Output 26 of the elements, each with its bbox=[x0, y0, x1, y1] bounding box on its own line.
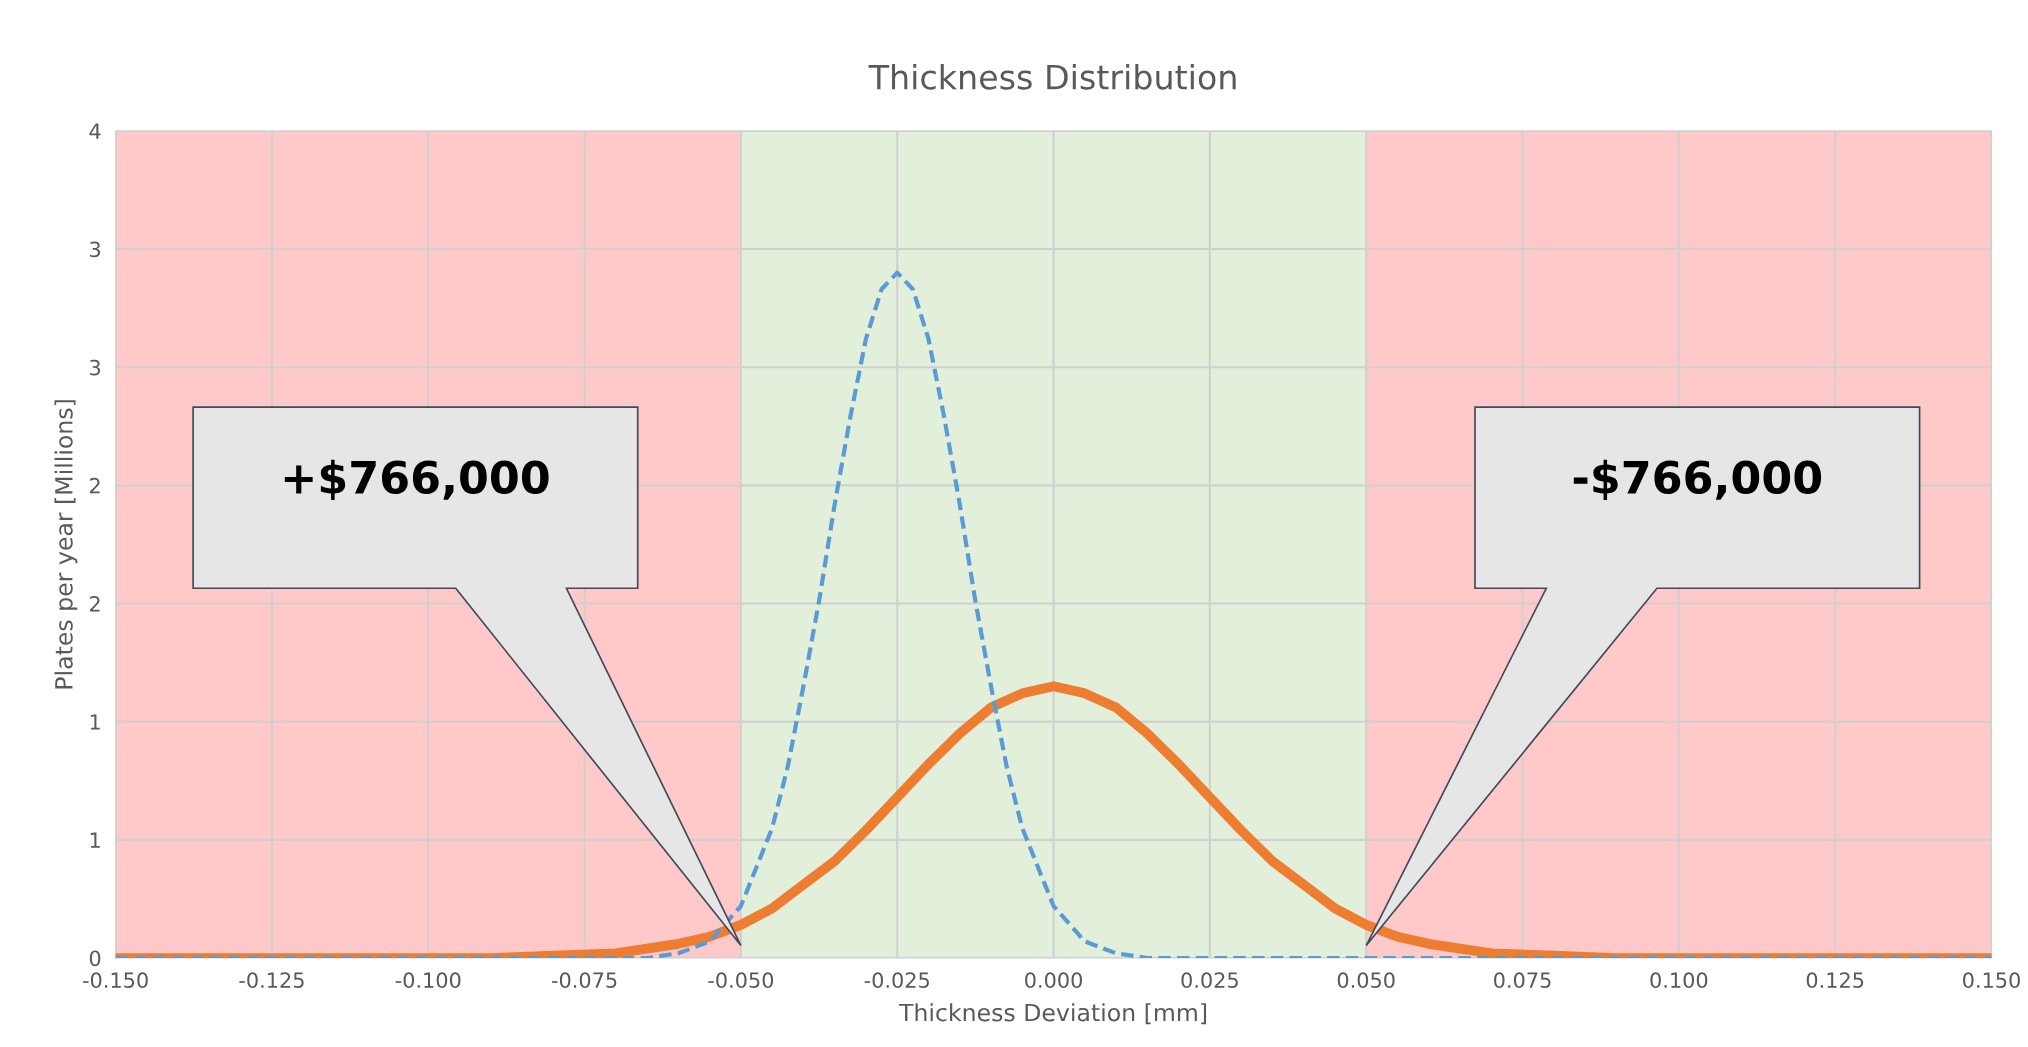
chart-title: Thickness Distribution bbox=[868, 63, 1236, 90]
y-tick-label: 2 bbox=[89, 477, 100, 494]
y-tick-label: 0 bbox=[89, 950, 101, 967]
y-tick-label: 2 bbox=[89, 595, 100, 612]
annotation: +$766,000 bbox=[284, 459, 549, 500]
x-axis-title: Thickness Deviation [mm] bbox=[898, 1003, 1207, 1025]
y-axis-title: Plates per year [Millions] bbox=[54, 400, 78, 689]
annotation: -$766,000 bbox=[1573, 459, 1822, 500]
y-tick-label: 3 bbox=[90, 359, 101, 376]
x-tick-label: 0.025 bbox=[1181, 972, 1238, 989]
x-tick-label: 0.050 bbox=[1337, 972, 1395, 989]
x-tick-label: -0.150 bbox=[83, 972, 148, 989]
y-tick-label: 3 bbox=[90, 241, 101, 258]
x-tick-label: -0.050 bbox=[708, 972, 774, 989]
y-tick-label: 4 bbox=[89, 123, 101, 139]
y-tick-label: 1 bbox=[90, 832, 100, 848]
x-tick-label: 0.150 bbox=[1963, 972, 2020, 989]
x-tick-label: -0.100 bbox=[395, 972, 461, 989]
x-tick-label: 0.075 bbox=[1494, 972, 1551, 989]
x-tick-label: -0.075 bbox=[552, 972, 617, 989]
x-tick-label: 0.000 bbox=[1025, 972, 1082, 989]
y-tick-label: 1 bbox=[90, 714, 100, 730]
x-tick-label: 0.100 bbox=[1650, 972, 1708, 989]
x-tick-label: -0.125 bbox=[239, 972, 304, 989]
x-tick-label: -0.025 bbox=[864, 972, 929, 989]
x-tick-label: 0.125 bbox=[1806, 972, 1864, 989]
